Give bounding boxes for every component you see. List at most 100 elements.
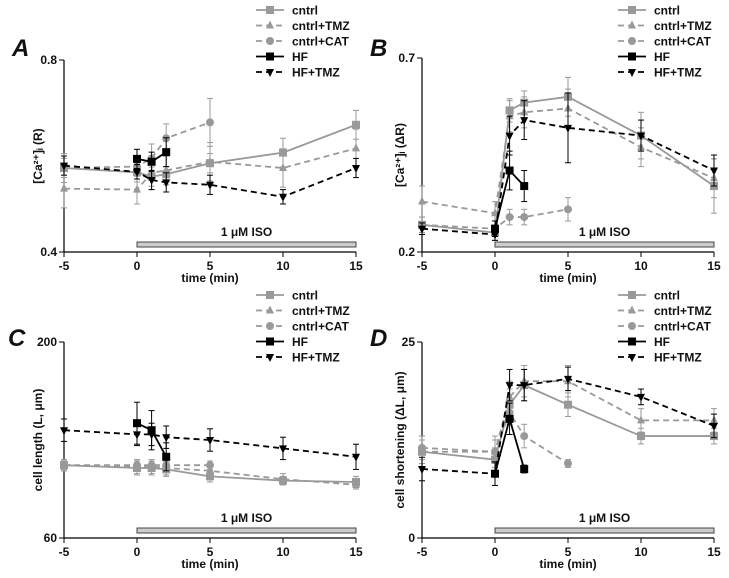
iso-bar-b <box>494 241 715 248</box>
point-hf-tmz-a <box>162 179 171 188</box>
x-tick-label-d: 10 <box>634 545 648 559</box>
x-axis-label-c: time (min) <box>181 557 238 571</box>
series-hf-d <box>491 402 529 486</box>
point-hf-tmz-b <box>520 117 529 126</box>
series-hf-tmz-a <box>60 155 360 205</box>
point-hf-tmz-d <box>505 382 514 391</box>
point-hf-a <box>133 154 141 163</box>
iso-label-d: 1 μM ISO <box>579 511 630 525</box>
panel-a: A -5 0 5 10 15 0.4 0.8 time (min) [Ca²⁺]ᵢ (R) 1 μM… <box>11 4 363 286</box>
iso-bar-d <box>494 527 715 534</box>
point-cntrl-a <box>279 148 287 157</box>
x-tick-label-c: 10 <box>276 545 290 559</box>
point-cntrl-a <box>352 120 360 129</box>
legend-marker-cntrl-tmz-c <box>266 305 274 314</box>
x-tick-label-b: 15 <box>707 259 721 273</box>
legend-label-cntrl-cat-c: cntrl+CAT <box>292 320 349 334</box>
point-hf-b <box>491 224 499 233</box>
panel-label-c: C <box>8 325 26 352</box>
point-hf-tmz-a <box>206 181 214 190</box>
legend-marker-hf-c <box>266 337 274 346</box>
legend-marker-hf-a <box>266 52 274 61</box>
point-hf-tmz-c <box>352 453 360 462</box>
x-tick-label-d: 5 <box>565 545 572 559</box>
point-hf-c <box>162 452 171 461</box>
y-tick-label-c: 200 <box>37 335 57 349</box>
point-cntrl-b <box>505 106 514 115</box>
point-hf-a <box>147 157 156 166</box>
point-cntrl-cat-b <box>520 213 529 222</box>
point-hf-tmz-c <box>162 434 171 443</box>
legend-marker-hf-tmz-c <box>266 354 274 362</box>
x-tick-label-b: 10 <box>634 259 648 273</box>
panel-label-b: B <box>370 35 387 62</box>
panel-label-d: D <box>370 325 387 352</box>
point-hf-tmz-b <box>418 225 426 234</box>
point-cntrl-cat-b <box>505 213 514 222</box>
legend-label-cntrl-a: cntrl <box>292 4 318 18</box>
y-tick-label-b: 0.7 <box>398 51 415 65</box>
legend-label-hf-tmz-d: HF+TMZ <box>654 351 702 365</box>
legend-marker-cntrl-tmz-b <box>628 20 636 29</box>
point-hf-tmz-c <box>206 437 214 445</box>
point-hf-tmz-d <box>637 393 645 402</box>
iso-bar-c <box>136 527 357 534</box>
legend-marker-cntrl-cat-b <box>628 37 636 45</box>
legend-label-hf-tmz-c: HF+TMZ <box>292 351 340 365</box>
legend-label-hf-c: HF <box>292 335 308 349</box>
point-hf-tmz-b <box>564 124 572 133</box>
legend-label-hf-d: HF <box>654 335 670 349</box>
legend-marker-hf-tmz-b <box>628 69 636 77</box>
legend-label-cntrl-cat-d: cntrl+CAT <box>654 320 711 334</box>
point-cntrl-c <box>279 476 287 485</box>
legend-label-cntrl-cat-a: cntrl+CAT <box>292 35 349 49</box>
legend-label-cntrl-c: cntrl <box>292 289 318 303</box>
legend-label-hf-tmz-b: HF+TMZ <box>654 66 702 80</box>
legend-label-cntrl-tmz-b: cntrl+TMZ <box>654 19 712 33</box>
point-hf-tmz-b <box>637 132 645 141</box>
legend-marker-hf-tmz-a <box>266 69 274 77</box>
y-tick-label-b: 0.2 <box>398 245 415 259</box>
x-tick-label-d: 15 <box>707 545 721 559</box>
point-cntrl-d <box>564 400 572 409</box>
panel-c: C -5 0 5 10 15 60 200 time (min) cell length (L, … <box>8 289 363 572</box>
iso-label-a: 1 μM ISO <box>221 225 272 239</box>
point-hf-d <box>505 414 514 423</box>
legend-label-cntrl-tmz-a: cntrl+TMZ <box>292 19 350 33</box>
point-hf-tmz-d <box>520 382 529 391</box>
iso-label-b: 1 μM ISO <box>579 225 630 239</box>
panel-label-a: A <box>11 35 29 62</box>
point-hf-tmz-a <box>279 193 287 202</box>
point-hf-b <box>505 166 514 175</box>
point-cntrl-d <box>637 432 645 441</box>
point-cntrl-tmz-a <box>133 184 141 193</box>
x-tick-label-c: 0 <box>134 545 141 559</box>
legend-marker-cntrl-cat-d <box>628 322 636 330</box>
x-tick-label-a: 0 <box>134 259 141 273</box>
x-tick-label-c: 5 <box>207 545 214 559</box>
x-tick-label-a: 5 <box>207 259 214 273</box>
point-hf-tmz-a <box>352 165 360 173</box>
point-cntrl-d <box>491 455 499 464</box>
x-tick-label-a: 15 <box>349 259 363 273</box>
panel-b: B -5 0 5 10 15 0.2 0.7 time (min) [Ca²⁺]ᵢ (ΔR) 1 μ… <box>370 4 721 286</box>
point-cntrl-tmz-a <box>352 143 360 152</box>
point-cntrl-cat-a <box>206 118 214 127</box>
point-cntrl-cat-d <box>564 459 572 468</box>
x-tick-label-a: 10 <box>276 259 290 273</box>
y-tick-label-a: 0.4 <box>40 245 57 259</box>
x-axis-label-d: time (min) <box>539 557 596 571</box>
point-cntrl-c <box>206 472 214 481</box>
y-axis-label-a: [Ca²⁺]ᵢ (R) <box>31 128 45 183</box>
point-cntrl-d <box>418 447 426 456</box>
legend-marker-cntrl-a <box>266 6 274 14</box>
point-cntrl-cat-d <box>520 432 529 441</box>
point-hf-c <box>133 419 141 428</box>
point-hf-tmz-c <box>279 445 287 454</box>
legend-marker-cntrl-tmz-d <box>628 305 636 314</box>
legend-label-cntrl-tmz-d: cntrl+TMZ <box>654 304 712 318</box>
